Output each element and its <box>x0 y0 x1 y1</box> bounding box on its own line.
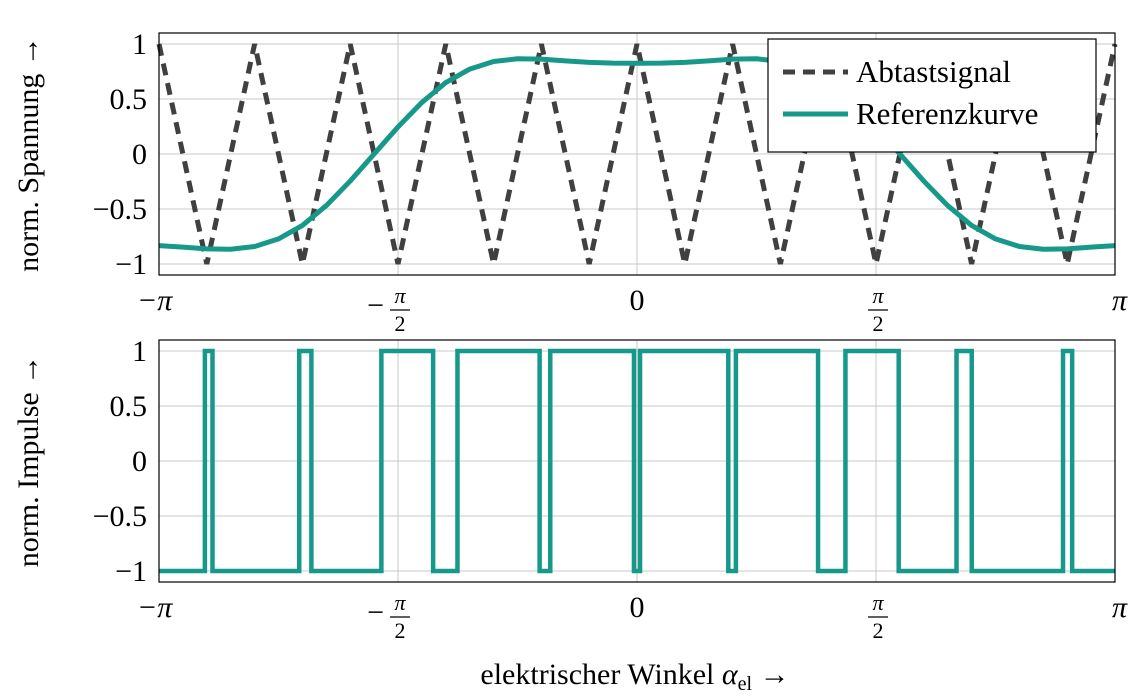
legend: Abtastsignal Referenzkurve <box>767 38 1097 153</box>
pulse-x-tick-label-4: π <box>1112 591 1128 624</box>
pulse-x-tick-label-1: − π 2 <box>367 590 410 643</box>
legend-label-referenzkurve: Referenzkurve <box>856 96 1038 131</box>
voltage-y-tick-label-3: −0.5 <box>93 193 147 226</box>
voltage-series-referenzkurve-line <box>158 56 1116 252</box>
x-axis-label: elektrischer Winkel αel → <box>480 658 789 695</box>
voltage-y-tick-label-0: 1 <box>132 28 147 61</box>
pulse-y-axis-label: norm. Impulse → <box>12 355 45 567</box>
pulse-x-tick-numerator: π <box>394 590 406 615</box>
voltage-x-tick-label-1: − π 2 <box>367 283 410 336</box>
voltage-series-abtastsignal-line <box>156 43 1118 265</box>
voltage-plot-frame <box>158 32 1116 276</box>
voltage-x-tick-numerator: π <box>872 283 884 308</box>
voltage-x-tick-label-2: 0 <box>630 284 645 317</box>
pulse-y-tick-label-0: 1 <box>132 335 147 368</box>
voltage-x-tick-denominator: 2 <box>394 311 405 336</box>
pulse-x-tick-numerator: π <box>872 590 884 615</box>
voltage-x-tick-numerator: π <box>394 283 406 308</box>
voltage-x-tick-denominator: 2 <box>873 311 884 336</box>
voltage-x-tick-label-4: π <box>1112 284 1128 317</box>
voltage-x-tick-label-3: π2 <box>868 283 889 336</box>
pulse-y-tick-label-3: −0.5 <box>93 500 147 533</box>
pulse-y-tick-label-4: −1 <box>115 555 147 588</box>
voltage-y-tick-label-4: −1 <box>115 248 147 281</box>
voltage-x-tick-label-0: −π <box>137 284 173 317</box>
pulse-x-tick-denominator: 2 <box>873 618 884 643</box>
pulse-series-impulse-line <box>159 348 1115 574</box>
pulse-y-tick-label-2: 0 <box>132 445 147 478</box>
pulse-x-tick-label-2: 0 <box>630 591 645 624</box>
pulse-plot-frame <box>158 339 1116 583</box>
voltage-y-tick-label-1: 0.5 <box>110 83 148 116</box>
pulse-x-tick-sign: − <box>367 596 384 629</box>
legend-label-abtastsignal: Abtastsignal <box>856 54 1011 89</box>
voltage-x-tick-sign: − <box>367 289 384 322</box>
pulse-x-tick-label-3: π2 <box>868 590 889 643</box>
legend-box <box>767 38 1097 153</box>
pulse-x-tick-denominator: 2 <box>394 618 405 643</box>
pulse-x-tick-label-0: −π <box>137 591 173 624</box>
pulse-y-tick-label-1: 0.5 <box>110 390 148 423</box>
voltage-y-axis-label: norm. Spannung → <box>12 36 45 272</box>
voltage-y-tick-label-2: 0 <box>132 138 147 171</box>
